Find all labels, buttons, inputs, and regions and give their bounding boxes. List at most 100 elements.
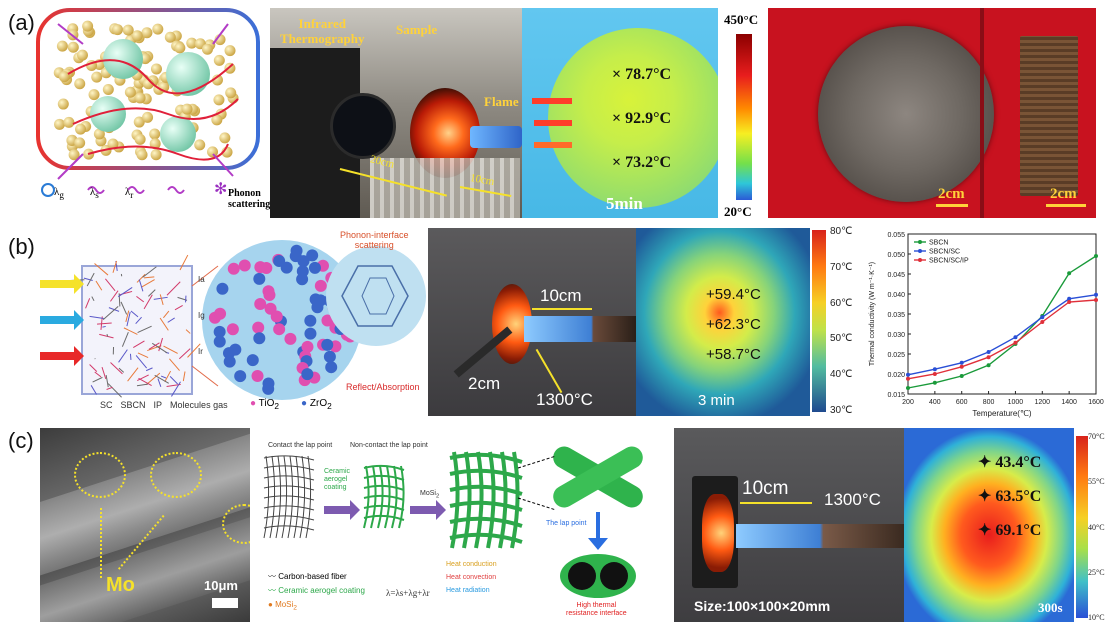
legend-label-2: SBCN/SC/IP [929, 258, 969, 265]
structure-schematic-b: SC SBCN IP Molecules gas ● TiO2 ● ZrO2 P… [40, 226, 430, 416]
data-point-sbcn-sc-5 [1040, 315, 1045, 320]
y-tick-label-5: 0.040 [887, 292, 905, 299]
data-point-sbcn-1 [932, 380, 937, 385]
coating-schematic-c-svg [263, 446, 643, 598]
flame-photo-c: 10cm 1300°C Size:100×100×20mm [674, 428, 904, 622]
colorbar-b-tick-30: 30℃ [830, 404, 853, 416]
data-point-sbcn-sc-ip-7 [1094, 298, 1098, 302]
legend-label-0: SBCN [929, 240, 948, 247]
data-point-sbcn-sc-2 [959, 360, 964, 365]
thermal-b-reading-3: +58.7°C [706, 346, 761, 363]
arrow-label-ia: Ia [198, 275, 205, 284]
scale-bar-a1: 2cm [938, 186, 965, 202]
data-point-sbcn-sc-ip-5 [1040, 320, 1045, 324]
x-tick-label-1: 400 [929, 399, 941, 406]
panel-label-c: (c) [8, 428, 34, 453]
phonon-schematic-svg: ✻ [36, 8, 260, 198]
sample-size-c: Size:100×100×20mm [694, 598, 831, 614]
reflect-label: Reflect/Absorption [346, 382, 420, 392]
flame-label: Flame [484, 94, 519, 109]
colorbar-b-tick-50: 50℃ [830, 333, 853, 345]
temp-1300-c: 1300°C [824, 490, 881, 509]
data-point-sbcn-sc-ip-1 [932, 372, 937, 376]
experiment-photo-a: Infrared Thermography Sample Flame 20cm … [270, 8, 522, 218]
legend-mosi: ● MoSi2 [268, 600, 297, 612]
colorbar-a-min: 20°C [724, 204, 752, 219]
legend-ip: IP [153, 400, 163, 410]
legend-carbon-fiber: 〰 Carbon-based fiber [268, 572, 347, 581]
x-tick-label-0: 200 [902, 399, 914, 406]
legend-label-1: SBCN/SC [929, 249, 960, 256]
phonon-label: Phonon [228, 188, 261, 199]
sem-scale: 10μm [204, 578, 238, 593]
colorbar-c-tick-10: 10°C [1088, 613, 1105, 622]
coating-schematic-c: Contact the lap point Non-contact the la… [254, 428, 674, 622]
y-tick-label-0: 0.015 [887, 392, 905, 399]
step-aerogel: aerogel [324, 476, 348, 483]
legend-ceramic-coating: 〰 Ceramic aerogel coating [268, 586, 365, 595]
y-axis-label: Thermal conductivity (W m⁻¹·K⁻¹) [869, 262, 876, 366]
colorbar-c [1076, 436, 1088, 618]
legend-sbcn: SBCN [120, 400, 146, 410]
x-axis-label: Temperature(℃) [972, 409, 1032, 418]
data-point-sbcn-sc-ip-0 [906, 376, 910, 381]
data-point-sbcn-3 [986, 363, 991, 368]
panel-label-a: (a) [8, 10, 35, 35]
data-point-sbcn-sc-4 [1013, 335, 1018, 340]
colorbar-b [812, 230, 826, 412]
series-line-sbcn-sc [907, 294, 1097, 376]
colorbar-a-max: 450°C [724, 12, 759, 27]
thermal-a-reading-1: × 78.7°C [612, 66, 672, 83]
legend-marker-0 [918, 240, 922, 244]
interface-label-1: High thermal [576, 602, 617, 609]
step-mosi: MoSi2 [420, 490, 440, 500]
y-tick-label-1: 0.020 [887, 372, 905, 379]
legend-marker-2 [918, 258, 922, 262]
colorbar-c-tick-70: 70°C [1088, 432, 1105, 441]
thermal-c-reading-2: ✦ 63.5°C [978, 488, 1042, 505]
thermal-b-reading-2: +62.3°C [706, 316, 761, 333]
legend-marker-1 [918, 249, 922, 253]
svg-text:✻: ✻ [214, 181, 227, 198]
phonon-interface-label: Phonon-interface [340, 230, 409, 240]
thermography-label: Thermography [280, 31, 365, 46]
scale-bar-a2: 2cm [1050, 186, 1077, 202]
temp-1300-b: 1300°C [536, 390, 593, 409]
legend-heat-convection: Heat convection [446, 574, 497, 581]
thermal-a-reading-3: × 73.2°C [612, 154, 672, 171]
sample-photo-a: 2cm 2cm [768, 8, 1096, 218]
colorbar-b-tick-40: 40℃ [830, 369, 853, 381]
thermal-b-reading-1: +59.4°C [706, 286, 761, 303]
thermal-c-reading-3: ✦ 69.1°C [978, 522, 1042, 539]
legend-heat-radiation: Heat radiation [446, 587, 490, 594]
y-tick-label-8: 0.055 [887, 232, 905, 239]
lap-point-label: The lap point [546, 520, 587, 527]
colorbar-b-tick-80: 80℃ [830, 226, 853, 237]
step-coating: coating [324, 484, 347, 491]
colorbar-c-tick-25: 25°C [1088, 567, 1105, 577]
legend-lambda-g: λg [54, 186, 64, 201]
legend-heat-conduction: Heat conduction [446, 561, 497, 568]
dist-10cm-b: 10cm [540, 286, 582, 305]
flame-photo-b: 10cm 2cm 1300°C [428, 228, 636, 416]
arrow-label-ir: Ir [198, 347, 203, 356]
data-point-sbcn-2 [959, 374, 964, 378]
thermal-a-time: 5min [606, 194, 643, 213]
data-point-sbcn-sc-3 [986, 350, 991, 354]
structure-schematic-b-svg [40, 240, 426, 400]
x-tick-label-6: 1400 [1061, 399, 1077, 406]
x-tick-label-7: 1600 [1088, 399, 1104, 406]
colorbar-c-tick-40: 40°C [1088, 522, 1105, 532]
sample-label: Sample [396, 22, 438, 37]
colorbar-a [736, 34, 752, 200]
legend-lambda-s: λs [89, 186, 99, 201]
thermal-b-time: 3 min [698, 392, 735, 409]
step-ceramic: Ceramic [324, 468, 351, 475]
panel-label-b: (b) [8, 234, 35, 259]
colorbar-b-tick-60: 60℃ [830, 297, 853, 309]
size-2cm-b: 2cm [468, 374, 501, 393]
thermal-c-time: 300s [1038, 600, 1063, 615]
legend-tio2: ● TiO2 [250, 398, 280, 411]
infrared-label: Infrared [298, 16, 346, 31]
thermal-image-a: × 78.7°C × 92.9°C × 73.2°C 5min [522, 8, 718, 218]
